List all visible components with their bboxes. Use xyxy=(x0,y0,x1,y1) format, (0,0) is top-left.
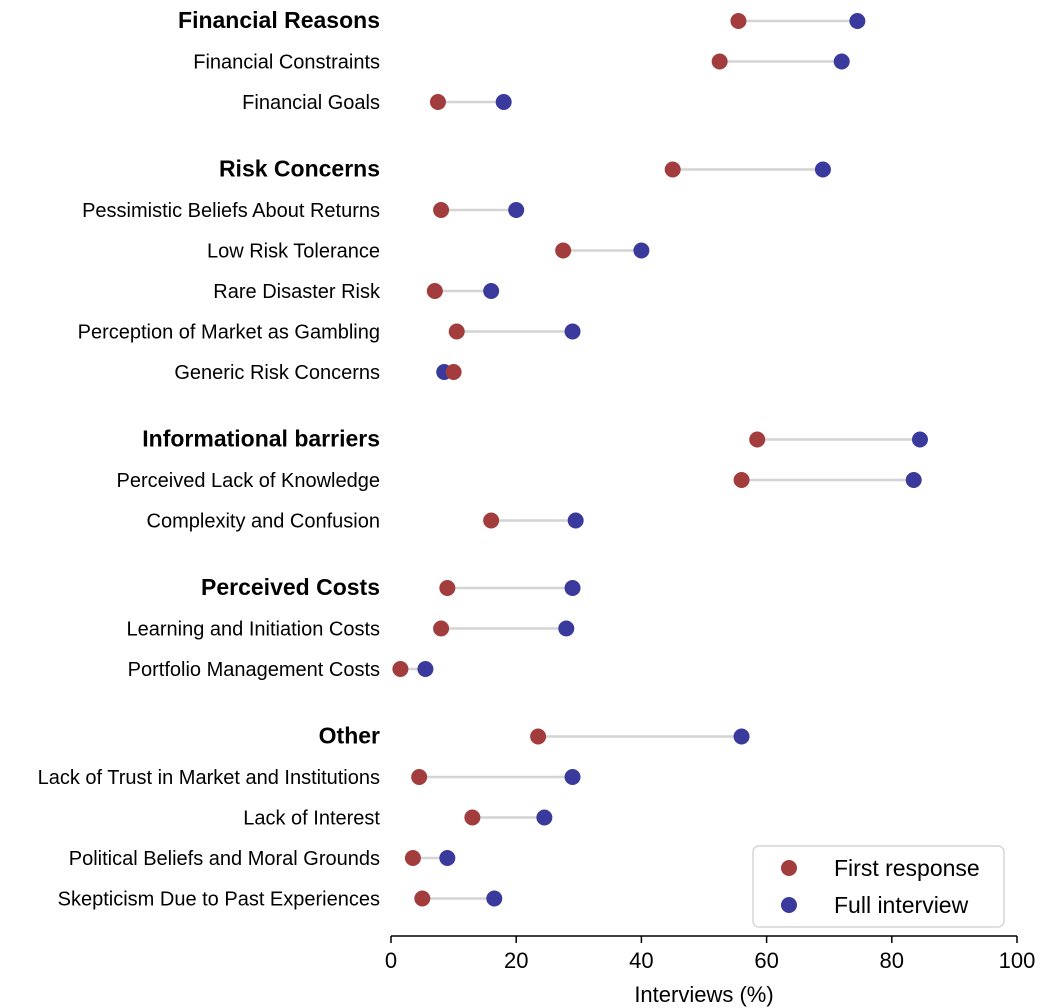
first-response-point-perceived-costs xyxy=(439,580,456,596)
category-label-portfolio-management-costs: Portfolio Management Costs xyxy=(128,659,380,681)
first-response-point-risk-concerns xyxy=(664,161,681,178)
first-response-point-skepticism-due-to-past-experiences xyxy=(414,890,431,907)
category-label-perception-of-market-as-gambling: Perception of Market as Gambling xyxy=(78,322,380,344)
first-response-point-lack-of-interest xyxy=(464,809,481,826)
category-label-low-risk-tolerance: Low Risk Tolerance xyxy=(207,241,380,263)
category-label-financial-reasons: Financial Reasons xyxy=(178,7,380,33)
x-tick-label-20: 20 xyxy=(504,948,528,973)
full-interview-point-learning-and-initiation-costs xyxy=(558,620,575,637)
category-label-pessimistic-beliefs-about-returns: Pessimistic Beliefs About Returns xyxy=(82,200,380,222)
first-response-point-perceived-lack-of-knowledge xyxy=(733,472,750,488)
category-label-perceived-costs: Perceived Costs xyxy=(201,574,380,600)
full-interview-point-perceived-lack-of-knowledge xyxy=(905,472,922,488)
full-interview-point-lack-of-interest xyxy=(536,809,553,826)
first-response-point-informational-barriers xyxy=(749,431,766,448)
first-response-point-financial-reasons xyxy=(730,13,747,29)
first-response-point-financial-goals xyxy=(429,94,446,110)
legend-full-interview-label: Full interview xyxy=(834,892,969,918)
category-label-learning-and-initiation-costs: Learning and Initiation Costs xyxy=(127,619,381,641)
x-tick-label-0: 0 xyxy=(385,948,397,973)
full-interview-point-financial-reasons xyxy=(849,13,866,29)
category-label-rare-disaster-risk: Rare Disaster Risk xyxy=(213,281,381,303)
legend: First response Full interview xyxy=(752,845,1005,928)
category-label-lack-of-trust-in-market-and-institutions: Lack of Trust in Market and Institutions xyxy=(38,767,380,789)
first-response-point-pessimistic-beliefs-about-returns xyxy=(433,202,450,218)
category-label-complexity-and-confusion: Complexity and Confusion xyxy=(147,511,380,533)
full-interview-point-risk-concerns xyxy=(814,161,831,178)
x-tick-label-60: 60 xyxy=(754,948,778,973)
x-axis: 0 20 40 60 80 100 xyxy=(385,935,1036,973)
first-response-point-complexity-and-confusion xyxy=(483,512,500,529)
full-interview-point-financial-goals xyxy=(495,94,512,110)
x-tick-label-80: 80 xyxy=(880,948,904,973)
full-interview-point-informational-barriers xyxy=(911,431,928,448)
first-response-point-generic-risk-concerns xyxy=(445,364,462,380)
category-label-other: Other xyxy=(319,723,380,749)
legend-first-response-label: First response xyxy=(834,855,980,881)
rows-layer: Financial Reasons Financial Constraints Fi… xyxy=(38,7,928,911)
category-label-generic-risk-concerns: Generic Risk Concerns xyxy=(174,362,380,384)
full-interview-point-low-risk-tolerance xyxy=(633,242,650,259)
first-response-point-perception-of-market-as-gambling xyxy=(448,323,465,340)
category-label-perceived-lack-of-knowledge: Perceived Lack of Knowledge xyxy=(117,470,381,492)
category-label-financial-constraints: Financial Constraints xyxy=(193,52,380,74)
full-interview-point-financial-constraints xyxy=(833,53,850,70)
legend-full-interview-marker xyxy=(781,897,797,913)
full-interview-point-perception-of-market-as-gambling xyxy=(564,323,581,340)
first-response-point-portfolio-management-costs xyxy=(392,661,409,677)
first-response-point-rare-disaster-risk xyxy=(426,283,443,299)
full-interview-point-perceived-costs xyxy=(564,580,581,596)
category-label-lack-of-interest: Lack of Interest xyxy=(243,808,380,830)
category-label-skepticism-due-to-past-experiences: Skepticism Due to Past Experiences xyxy=(58,889,380,911)
x-axis-title: Interviews (%) xyxy=(634,982,773,1007)
full-interview-point-political-beliefs-and-moral-grounds xyxy=(439,850,456,866)
full-interview-point-portfolio-management-costs xyxy=(417,661,434,677)
first-response-point-learning-and-initiation-costs xyxy=(433,620,450,637)
category-label-informational-barriers: Informational barriers xyxy=(142,426,380,452)
full-interview-point-other xyxy=(733,728,750,745)
first-response-point-low-risk-tolerance xyxy=(555,242,572,259)
x-tick-label-100: 100 xyxy=(999,948,1036,973)
x-tick-label-40: 40 xyxy=(629,948,653,973)
first-response-point-political-beliefs-and-moral-grounds xyxy=(404,850,421,866)
category-label-political-beliefs-and-moral-grounds: Political Beliefs and Moral Grounds xyxy=(69,848,380,870)
full-interview-point-complexity-and-confusion xyxy=(567,512,584,529)
category-label-risk-concerns: Risk Concerns xyxy=(219,156,380,182)
full-interview-point-rare-disaster-risk xyxy=(483,283,500,299)
first-response-point-financial-constraints xyxy=(711,53,728,70)
legend-box xyxy=(752,845,1005,928)
full-interview-point-lack-of-trust-in-market-and-institutions xyxy=(564,769,581,785)
category-label-financial-goals: Financial Goals xyxy=(242,92,380,114)
full-interview-point-pessimistic-beliefs-about-returns xyxy=(508,202,525,218)
legend-first-response-marker xyxy=(781,860,797,876)
full-interview-point-skepticism-due-to-past-experiences xyxy=(486,890,503,907)
first-response-point-lack-of-trust-in-market-and-institutions xyxy=(411,769,428,785)
first-response-point-other xyxy=(530,728,547,745)
